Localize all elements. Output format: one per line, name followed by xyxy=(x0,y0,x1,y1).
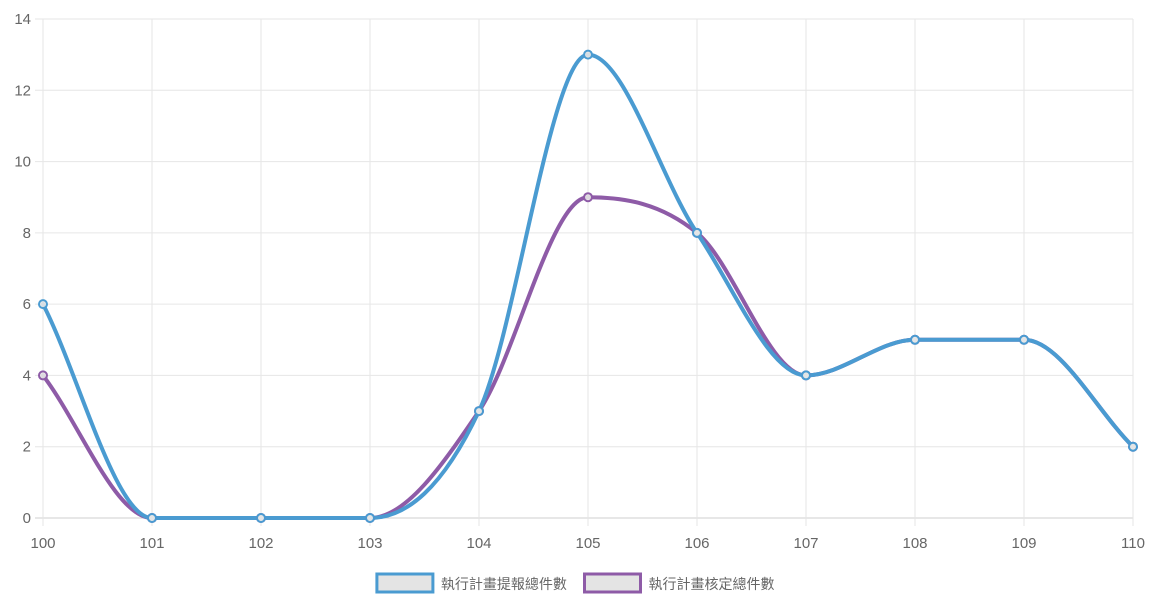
data-point xyxy=(147,513,157,523)
y-tick-label: 2 xyxy=(23,439,31,456)
legend: 執行計畫提報總件數 執行計畫核定總件數 xyxy=(375,572,775,594)
data-point xyxy=(583,192,593,203)
legend-swatch-1 xyxy=(375,572,435,594)
x-tick-label: 103 xyxy=(357,535,382,552)
y-tick-label: 12 xyxy=(14,82,31,99)
y-tick-label: 8 xyxy=(23,225,31,242)
y-tick-label: 14 xyxy=(14,11,31,28)
y-tick-label: 6 xyxy=(23,296,31,313)
data-point xyxy=(256,513,266,523)
legend-label-1: 執行計畫提報總件數 xyxy=(441,576,567,593)
data-point xyxy=(365,513,375,523)
y-tick-label: 10 xyxy=(14,154,31,171)
axes: 0 2 4 6 8 10 12 14 100 101 102 103 104 105 106 107 108 10… xyxy=(14,11,1145,552)
y-tick-label: 4 xyxy=(23,367,31,384)
x-tick-label: 104 xyxy=(466,535,491,552)
grid xyxy=(35,18,1134,526)
x-tick-label: 105 xyxy=(575,535,600,552)
x-tick-label: 102 xyxy=(248,535,273,552)
y-tick-label: 0 xyxy=(23,510,31,527)
data-point xyxy=(38,299,48,310)
data-point xyxy=(38,370,48,381)
x-tick-label: 100 xyxy=(30,535,55,552)
data-point xyxy=(1128,441,1138,452)
legend-swatch-2 xyxy=(583,572,642,594)
x-tick-label: 107 xyxy=(793,535,818,552)
legend-label-2: 執行計畫核定總件數 xyxy=(649,576,775,593)
data-point xyxy=(801,370,811,381)
data-point xyxy=(583,49,593,60)
x-tick-label: 106 xyxy=(684,535,709,552)
data-point xyxy=(1019,334,1029,345)
data-point xyxy=(910,334,920,345)
x-tick-label: 101 xyxy=(139,535,164,552)
data-point xyxy=(474,406,484,417)
x-tick-label: 110 xyxy=(1121,535,1145,552)
x-tick-label: 109 xyxy=(1011,535,1036,552)
data-points xyxy=(38,49,1138,523)
data-point xyxy=(692,227,702,238)
x-tick-label: 108 xyxy=(902,535,927,552)
